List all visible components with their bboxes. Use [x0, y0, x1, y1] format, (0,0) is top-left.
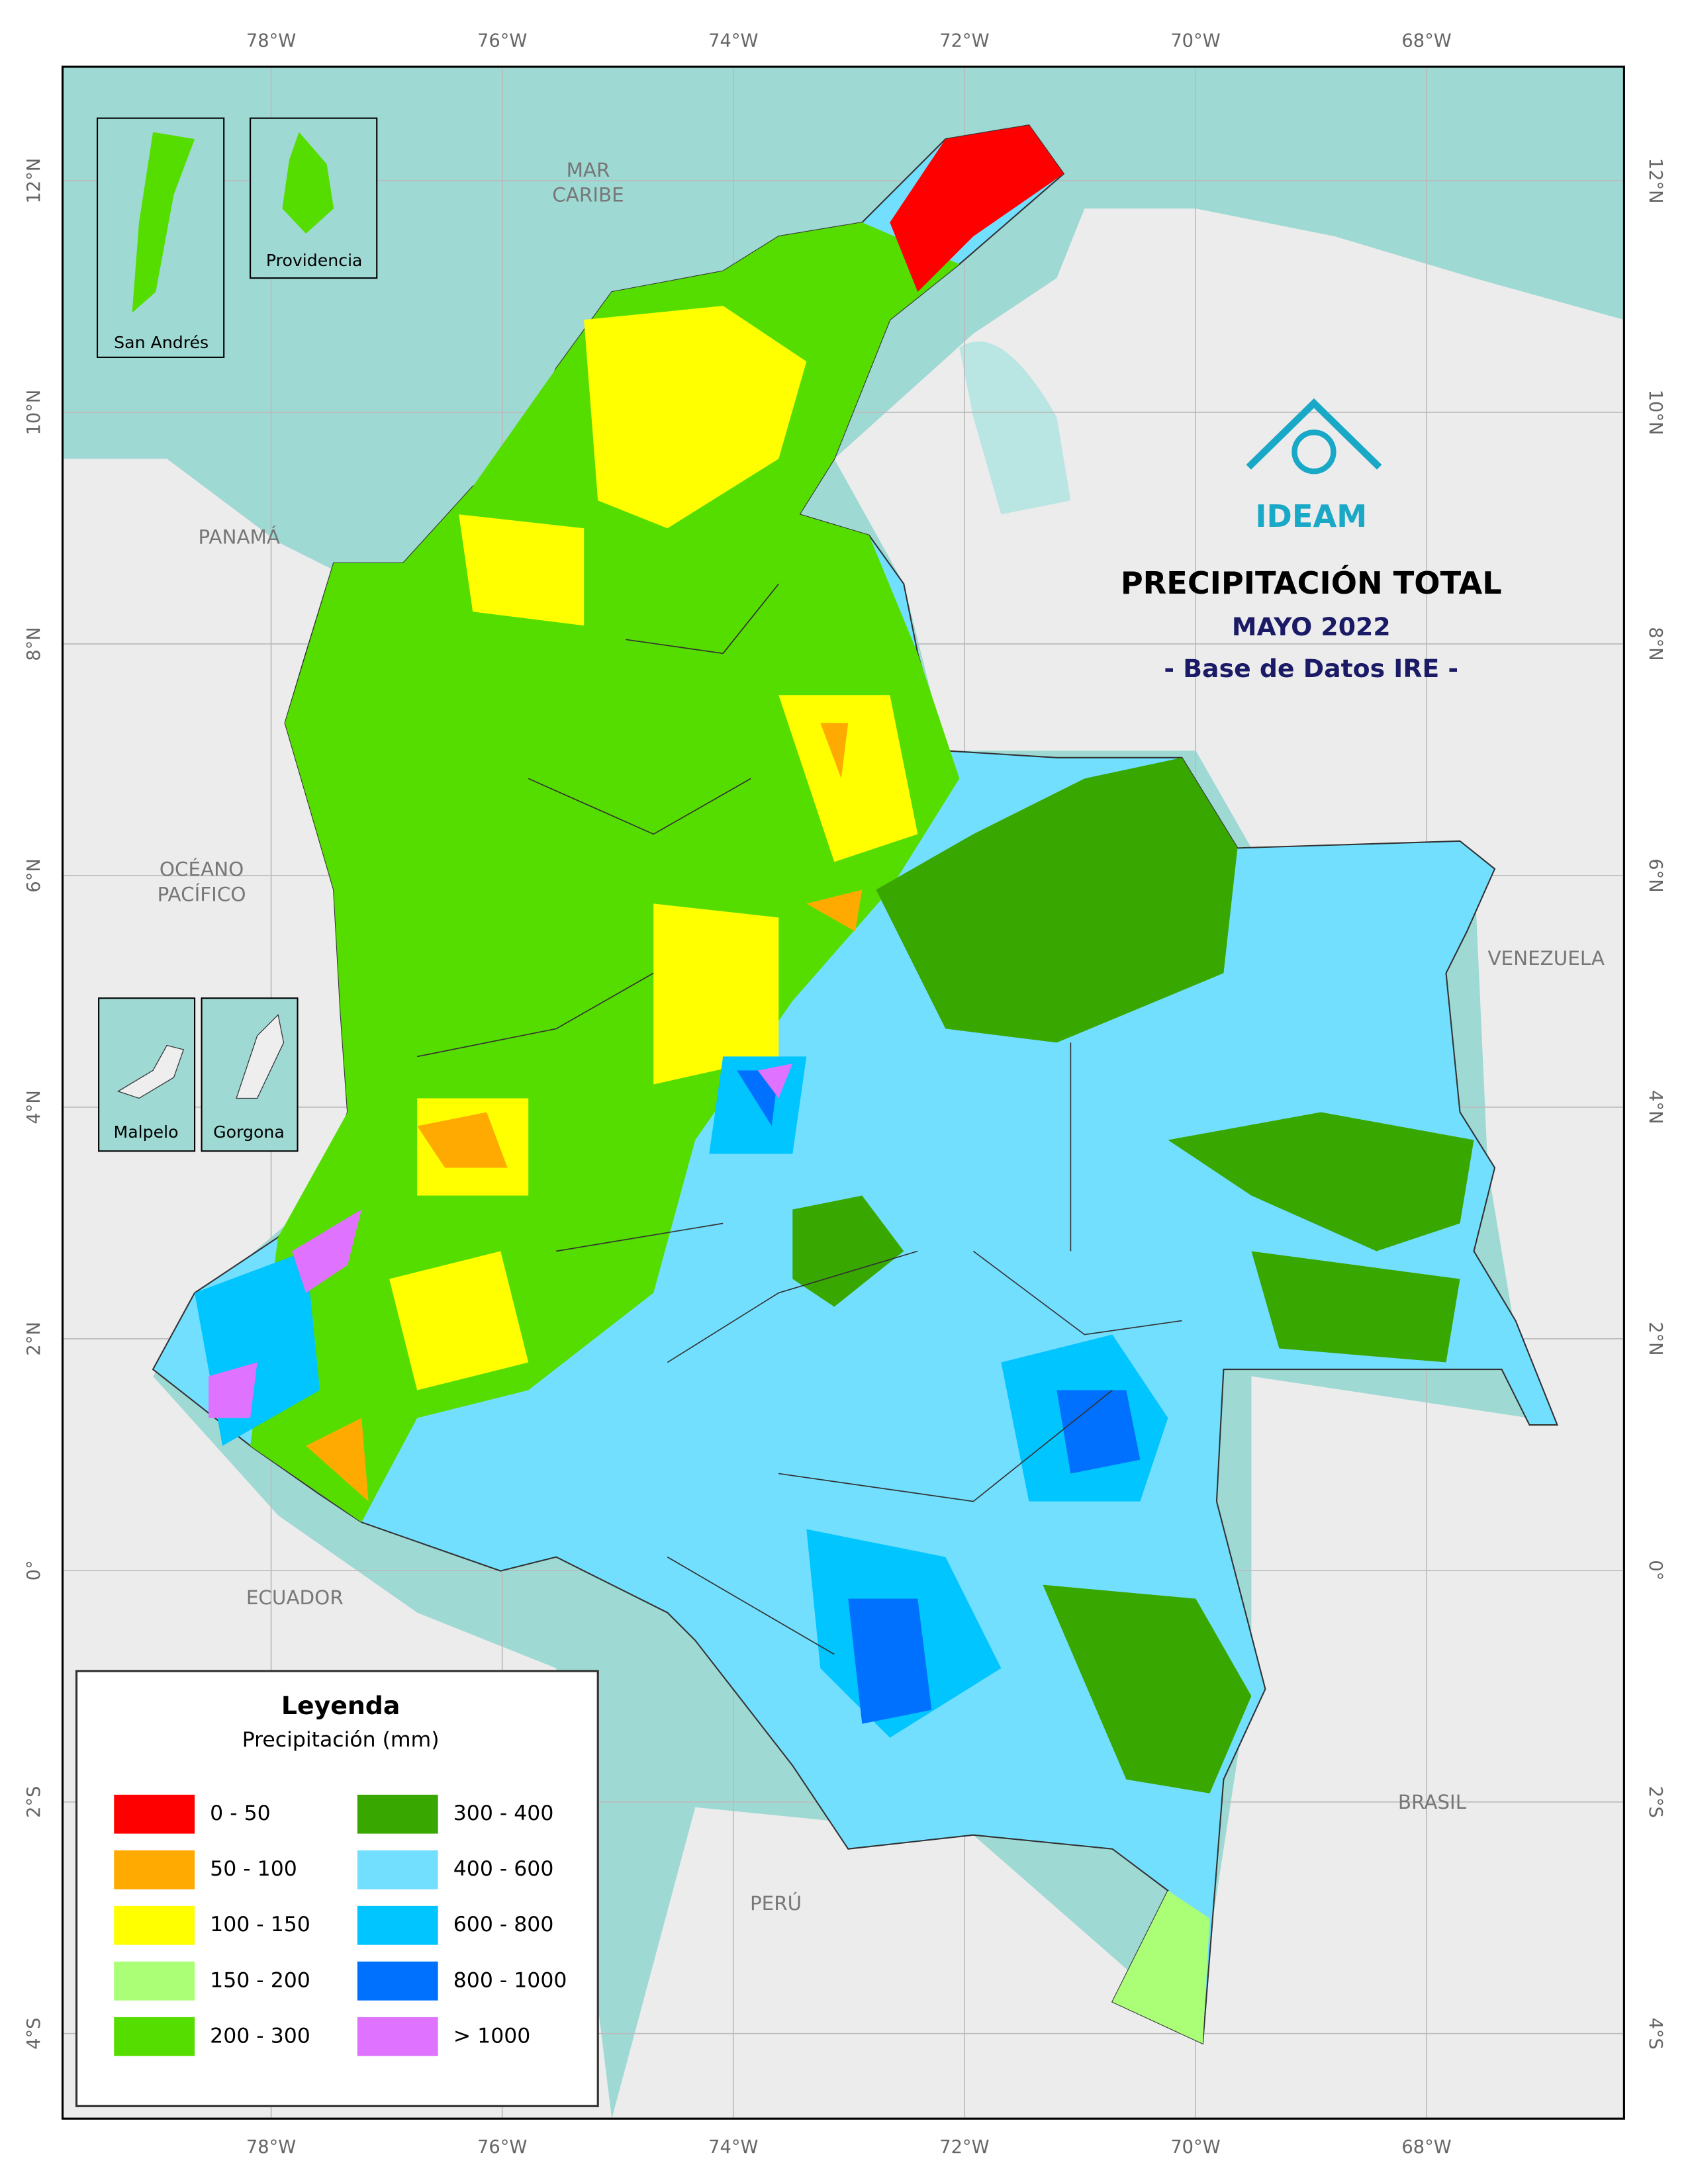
legend-label: 400 - 600	[453, 1857, 554, 1881]
island	[282, 132, 334, 234]
place-label: PACÍFICO	[158, 882, 246, 905]
latitude-label: 2°S	[1645, 1786, 1665, 1818]
longitude-label: 70°W	[1170, 31, 1220, 52]
source: - Base de Datos IRE -	[1164, 654, 1458, 683]
legend-title: Leyenda	[281, 1691, 400, 1720]
longitude-label: 78°W	[246, 31, 296, 52]
zone	[195, 1056, 1168, 1738]
longitude-label: 72°W	[939, 31, 989, 52]
legend-label: 300 - 400	[453, 1801, 554, 1825]
island	[236, 1014, 285, 1099]
inset-label: Providencia	[266, 251, 363, 270]
legend-swatch	[357, 1850, 438, 1889]
place-label: VENEZUELA	[1487, 947, 1605, 970]
latitude-label: 10°N	[24, 390, 44, 435]
island	[132, 132, 195, 313]
latitude-label: 2°N	[1645, 1322, 1665, 1355]
latitude-label: 4°N	[1645, 1090, 1665, 1124]
place-label: PERÚ	[750, 1891, 802, 1915]
legend-swatch	[114, 1850, 195, 1889]
latitude-label: 8°N	[24, 627, 44, 660]
place-label: OCÉANO	[160, 857, 244, 880]
frame	[61, 66, 1625, 2120]
zone	[890, 125, 1064, 293]
zone	[792, 1112, 1474, 1794]
inset: San Andrés Providencia Malpelo Gorgona	[96, 117, 378, 1152]
legend-label: > 1000	[453, 2024, 531, 2048]
latitude-label: 2°N	[24, 1322, 44, 1355]
latitude-label: 12°N	[1645, 158, 1665, 204]
inset-label: Malpelo	[114, 1122, 179, 1142]
legend-subtitle: Precipitación (mm)	[242, 1728, 440, 1752]
lake	[959, 341, 1071, 515]
legend-label: 600 - 800	[453, 1913, 554, 1936]
legend-swatch	[114, 2017, 195, 2056]
longitude-label: 74°W	[708, 31, 758, 52]
latitude-label: 4°S	[1645, 2017, 1665, 2049]
latitude-label: 2°S	[24, 1786, 44, 1818]
latitude-label: 0°	[24, 1560, 44, 1580]
longitude-label: 68°W	[1401, 2137, 1451, 2158]
zone	[209, 1063, 793, 1418]
legend-label: 800 - 1000	[453, 1968, 567, 1992]
longitude-label: 76°W	[477, 31, 527, 52]
longitude-label: 78°W	[246, 2137, 296, 2158]
title: PRECIPITACIÓN TOTAL	[1121, 565, 1502, 601]
logo-mark	[1291, 430, 1336, 475]
place-label: PANAMÁ	[199, 525, 281, 548]
latitude-label: 10°N	[1645, 390, 1665, 435]
latitude-label: 4°S	[24, 2017, 44, 2049]
place-label: CARIBE	[552, 184, 624, 206]
logo-text: IDEAM	[1255, 498, 1367, 534]
legend-label: 100 - 150	[210, 1913, 310, 1936]
inset-label: San Andrés	[114, 333, 209, 352]
legend-label: 0 - 50	[210, 1801, 271, 1825]
place-label: ECUADOR	[246, 1586, 344, 1609]
longitude-label: 72°W	[939, 2137, 989, 2158]
legend-label: 150 - 200	[210, 1968, 310, 1992]
legend-label: 200 - 300	[210, 2024, 310, 2048]
land	[612, 208, 1624, 2119]
legend-swatch	[114, 1794, 195, 1834]
longitude-label: 68°W	[1401, 31, 1451, 52]
zone	[876, 757, 1238, 1043]
legend-swatch	[357, 2017, 438, 2056]
longitude-label: 74°W	[708, 2137, 758, 2158]
latitude-label: 8°N	[1645, 627, 1665, 660]
zone	[1112, 1890, 1210, 2044]
place-label: BRASIL	[1398, 1791, 1467, 1813]
place-label: MAR	[567, 159, 610, 181]
zone	[389, 306, 918, 1390]
latitude-label: 0°	[1645, 1560, 1665, 1580]
legend-swatch	[357, 1961, 438, 2001]
legend-swatch	[114, 1905, 195, 1945]
legend-swatch	[357, 1905, 438, 1945]
latitude-label: 12°N	[24, 158, 44, 204]
island	[117, 1044, 185, 1099]
inset-label: Gorgona	[213, 1122, 285, 1142]
legend-swatch	[114, 1961, 195, 2001]
zone	[737, 1070, 1141, 1724]
zone	[306, 723, 863, 1502]
subtitle: MAYO 2022	[1232, 612, 1391, 641]
zone	[250, 222, 960, 1523]
latitude-label: 4°N	[24, 1090, 44, 1124]
longitude-label: 70°W	[1170, 2137, 1220, 2158]
latitude-label: 6°N	[1645, 858, 1665, 892]
latitude-label: 6°N	[24, 858, 44, 892]
department-border	[416, 583, 1182, 1655]
legend-label: 50 - 100	[210, 1857, 297, 1881]
longitude-label: 76°W	[477, 2137, 527, 2158]
logo-mark	[1246, 398, 1382, 470]
legend-swatch	[357, 1794, 438, 1834]
